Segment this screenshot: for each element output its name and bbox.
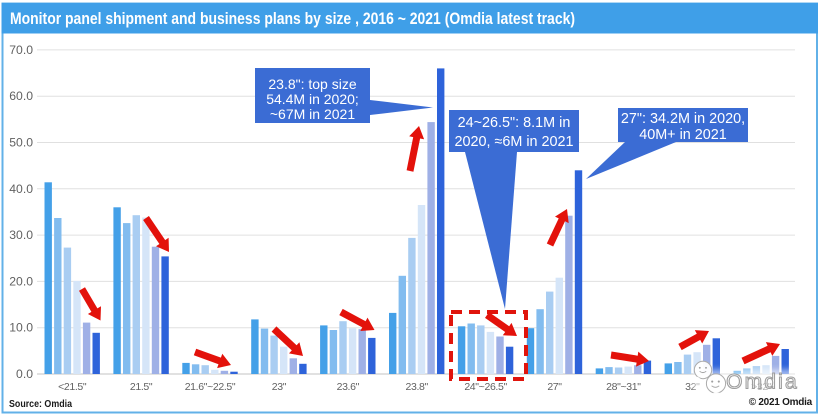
svg-text:50.0: 50.0 bbox=[9, 136, 33, 150]
svg-text:60.0: 60.0 bbox=[9, 89, 33, 103]
svg-text:© 2021 Omdia: © 2021 Omdia bbox=[749, 397, 813, 408]
svg-text:<21.5": <21.5" bbox=[58, 381, 87, 393]
svg-text:24"~26.5": 24"~26.5" bbox=[464, 381, 507, 393]
svg-text:24~26.5": 8.1M in: 24~26.5": 8.1M in bbox=[458, 115, 571, 131]
svg-text:30.0: 30.0 bbox=[9, 228, 33, 242]
svg-text:Monitor panel shipment and bus: Monitor panel shipment and business plan… bbox=[10, 10, 575, 28]
svg-text:54.4M in 2020;: 54.4M in 2020; bbox=[266, 91, 359, 107]
svg-text:40.0: 40.0 bbox=[9, 182, 33, 196]
svg-text:10.0: 10.0 bbox=[9, 321, 33, 335]
svg-text:21.5": 21.5" bbox=[130, 381, 153, 393]
svg-text:23.6": 23.6" bbox=[337, 381, 360, 393]
svg-text:23": 23" bbox=[272, 381, 287, 393]
svg-text:23.8": 23.8" bbox=[405, 381, 428, 393]
svg-text:70.0: 70.0 bbox=[9, 43, 33, 57]
svg-text:23.8": top size: 23.8": top size bbox=[268, 76, 356, 92]
svg-text:~67M in 2021: ~67M in 2021 bbox=[270, 106, 355, 122]
svg-text:28"~31": 28"~31" bbox=[606, 381, 641, 393]
svg-text:21.6"~22.5": 21.6"~22.5" bbox=[185, 381, 236, 393]
svg-text:27": 27" bbox=[547, 381, 562, 393]
svg-text:0.0: 0.0 bbox=[16, 367, 33, 381]
svg-text:Omdia: Omdia bbox=[726, 371, 799, 394]
svg-text:2020, ≈6M in 2021: 2020, ≈6M in 2021 bbox=[454, 134, 573, 150]
svg-text:27": 34.2M in 2020,: 27": 34.2M in 2020, bbox=[621, 111, 745, 127]
svg-text:Source: Omdia: Source: Omdia bbox=[9, 399, 72, 410]
svg-text:40M+ in 2021: 40M+ in 2021 bbox=[639, 127, 727, 143]
svg-text:20.0: 20.0 bbox=[9, 274, 33, 288]
